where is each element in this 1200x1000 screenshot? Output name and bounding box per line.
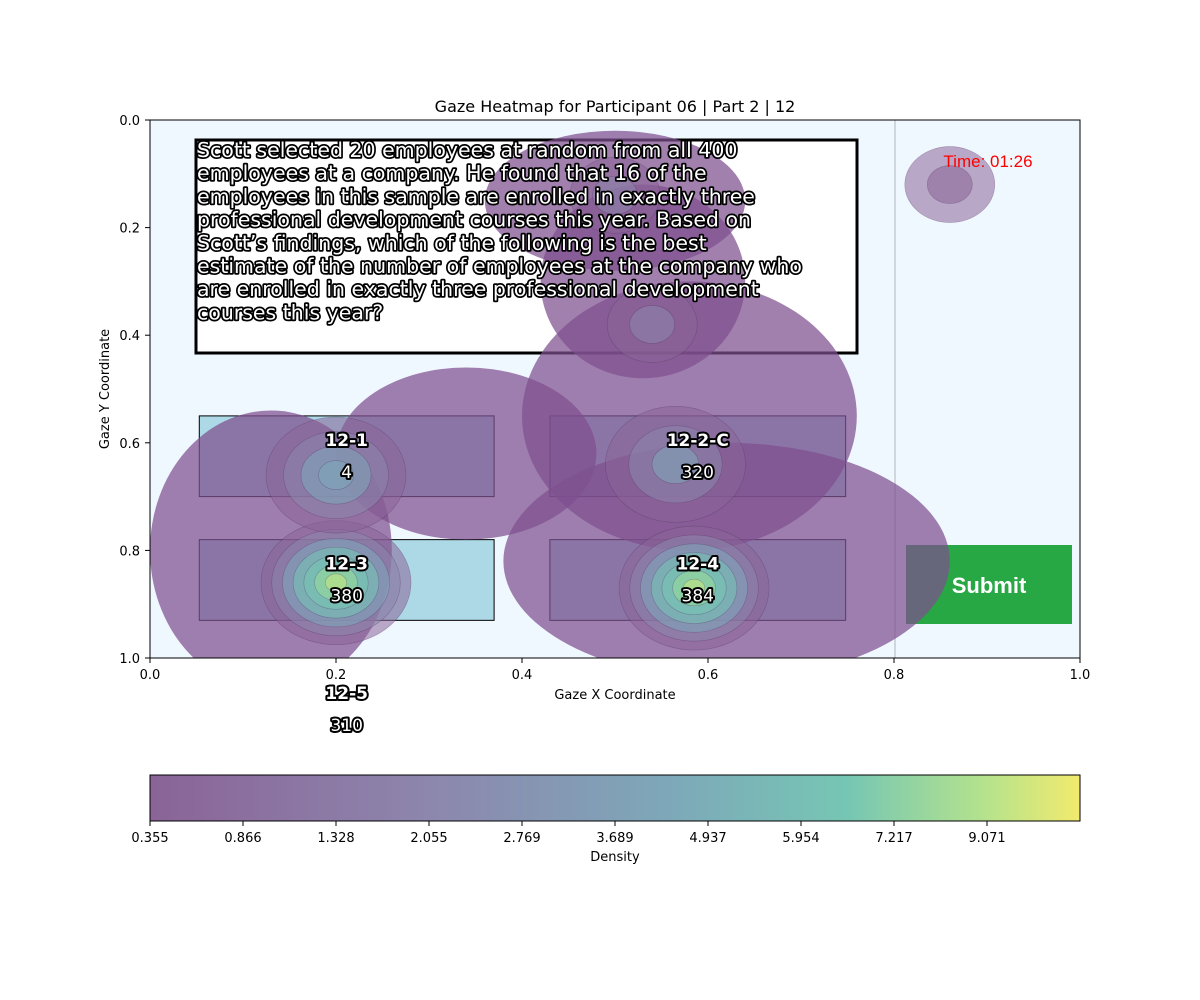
question-line: courses this year? bbox=[197, 300, 383, 324]
density-contour bbox=[926, 165, 973, 204]
colorbar-gradient bbox=[149, 774, 1081, 822]
plot-area: Scott selected 20 employees at random fr… bbox=[149, 119, 1081, 659]
plot-frame bbox=[149, 119, 1081, 659]
x-axis: 0.0 0.2 0.4 0.6 0.8 1.0 bbox=[140, 658, 1091, 683]
x-tick-label: 0.6 bbox=[698, 668, 719, 683]
option-id-label: 12-2-C bbox=[667, 431, 729, 451]
y-tick-label: 1.0 bbox=[119, 652, 140, 667]
question-line: are enrolled in exactly three profession… bbox=[197, 277, 759, 301]
option-value-label: 310 bbox=[330, 716, 362, 736]
x-tick-label: 0.0 bbox=[140, 668, 161, 683]
option-value-label: 4 bbox=[341, 463, 352, 483]
option-id-label: 12-4 bbox=[676, 555, 719, 575]
colorbar-tick-label: 1.328 bbox=[317, 831, 354, 846]
colorbar-tick-label: 3.689 bbox=[596, 831, 633, 846]
density-contour bbox=[651, 444, 700, 484]
option-value-label: 380 bbox=[330, 587, 362, 607]
density-region bbox=[336, 367, 597, 540]
x-tick-label: 0.4 bbox=[512, 668, 533, 683]
colorbar-tick-label: 0.355 bbox=[131, 831, 168, 846]
question-line: Scott selected 20 employees at random fr… bbox=[197, 138, 737, 162]
x-tick-label: 1.0 bbox=[1070, 668, 1091, 683]
option-value-label: 320 bbox=[682, 463, 714, 483]
colorbar-ticks: 0.355 0.866 1.328 2.055 2.769 3.689 4.937 5.954… bbox=[131, 821, 1006, 846]
density-overlay bbox=[150, 130, 996, 658]
question-text: Scott selected 20 employees at random fr… bbox=[197, 138, 802, 324]
colorbar-tick-label: 2.769 bbox=[503, 831, 540, 846]
colorbar: 0.355 0.866 1.328 2.055 2.769 3.689 4.937 5.954… bbox=[131, 774, 1081, 865]
question-line: professional development courses this ye… bbox=[197, 208, 751, 232]
question-line: Scott’s findings, which of the following… bbox=[197, 231, 707, 255]
density-contour bbox=[629, 305, 676, 344]
density-contour bbox=[592, 176, 638, 215]
answer-option-labels: 12-1 4 12-2-C 320 12-3 380 12-4 384 12-5 310 bbox=[323, 429, 730, 738]
y-tick-label: 0.4 bbox=[119, 329, 140, 344]
question-line: employees in this sample are enrolled in… bbox=[197, 184, 755, 208]
y-tick-label: 0.2 bbox=[119, 222, 140, 237]
chart-title: Gaze Heatmap for Participant 06 | Part 2… bbox=[435, 97, 796, 116]
colorbar-tick-label: 9.071 bbox=[968, 831, 1005, 846]
submit-label: Submit bbox=[952, 573, 1027, 598]
y-tick-label: 0.0 bbox=[119, 114, 140, 129]
option-id-label: 12-5 bbox=[325, 684, 368, 704]
option-id-label: 12-1 bbox=[325, 431, 368, 451]
question-line: employees at a company. He found that 16… bbox=[197, 161, 707, 185]
option-id-label: 12-3 bbox=[325, 555, 368, 575]
x-axis-label: Gaze X Coordinate bbox=[554, 688, 675, 703]
x-tick-label: 0.8 bbox=[884, 668, 905, 683]
colorbar-tick-label: 2.055 bbox=[410, 831, 447, 846]
y-tick-label: 0.8 bbox=[119, 544, 140, 559]
density-contour bbox=[324, 573, 348, 592]
colorbar-tick-label: 4.937 bbox=[689, 831, 726, 846]
y-tick-label: 0.6 bbox=[119, 437, 140, 452]
density-contour bbox=[683, 578, 706, 598]
colorbar-tick-label: 5.954 bbox=[782, 831, 819, 846]
timer-text: Time: 01:26 bbox=[943, 152, 1032, 171]
x-tick-label: 0.2 bbox=[326, 668, 347, 683]
colorbar-label: Density bbox=[590, 850, 640, 865]
option-value-label: 384 bbox=[682, 587, 714, 607]
colorbar-tick-label: 7.217 bbox=[875, 831, 912, 846]
y-axis-label: Gaze Y Coordinate bbox=[98, 329, 113, 449]
question-line: estimate of the number of employees at t… bbox=[197, 254, 802, 278]
density-contour bbox=[318, 460, 354, 490]
colorbar-tick-label: 0.866 bbox=[224, 831, 261, 846]
y-axis: 0.0 0.2 0.4 0.6 0.8 1.0 bbox=[119, 114, 150, 667]
